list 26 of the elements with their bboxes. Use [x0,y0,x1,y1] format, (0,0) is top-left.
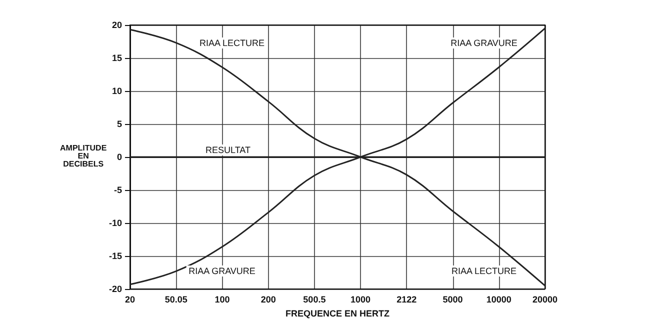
x-tick-label: 5000 [442,294,463,304]
y-tick-label: 10 [112,86,122,96]
x-tick-label: 50.05 [164,294,188,304]
x-axis-title: FREQUENCE EN HERTZ [285,308,390,318]
x-tick-label: 500.5 [303,294,326,304]
x-tick-label: 100 [214,294,230,304]
y-tick-label: 15 [112,53,122,63]
y-tick-label: 5 [116,119,122,129]
x-tick-label: 20000 [532,294,558,304]
y-tick-label: -15 [108,251,122,261]
y-tick-label: -5 [114,185,122,195]
y-tick-label: 0 [116,152,122,162]
annotation: RIAA GRAVURE [450,38,518,48]
annotation: RIAA LECTURE [451,266,517,276]
y-axis-title: AMPLITUDE EN DECIBELS [60,144,108,168]
annotation: RESULTAT [205,145,251,155]
x-tick-label: 10000 [486,294,512,304]
y-tick-label: -10 [108,218,122,228]
x-tick-label: 2122 [396,294,417,304]
x-tick-label: 20 [124,294,136,304]
annotation: RIAA GRAVURE [188,266,256,276]
y-tick-label: -20 [108,284,122,294]
x-tick-label: 1000 [350,294,371,304]
annotation: RIAA LECTURE [199,38,265,48]
x-tick-label: 200 [260,294,276,304]
y-tick-label: 20 [112,20,122,30]
